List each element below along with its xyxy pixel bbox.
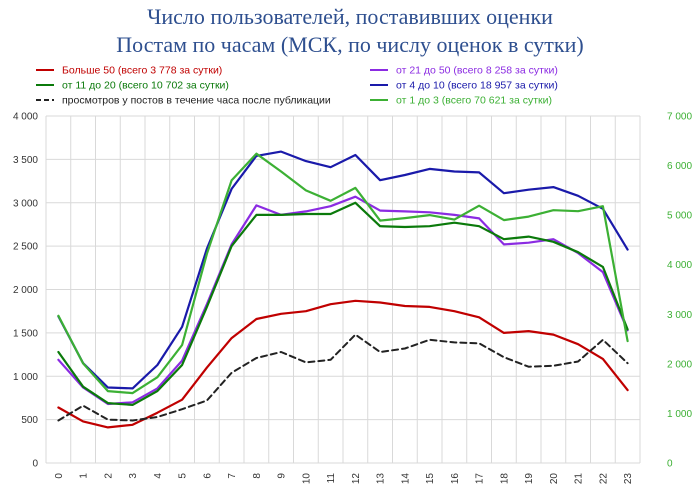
series-lines <box>57 150 629 429</box>
y-left-tick-label: 2 000 <box>13 285 38 296</box>
grid-lines <box>45 115 641 464</box>
x-tick-label: 6 <box>202 473 213 479</box>
x-tick-label: 11 <box>326 473 337 484</box>
series-line-2 <box>57 201 629 406</box>
x-tick-label: 4 <box>153 473 164 479</box>
y-left-tick-label: 500 <box>21 415 38 426</box>
series-line-1 <box>57 195 629 406</box>
y-left-tick-label: 2 500 <box>13 242 38 253</box>
y-right-tick-label: 7 000 <box>667 112 692 123</box>
legend-label: Больше 50 (всего 3 778 за сутки) <box>62 65 222 77</box>
y-left-tick-label: 3 500 <box>13 155 38 166</box>
series-line-0 <box>57 299 629 429</box>
x-tick-label: 9 <box>277 473 288 479</box>
x-tick-label: 13 <box>376 473 387 485</box>
y-left-tick-label: 0 <box>32 459 38 470</box>
legend-label: от 4 до 10 (всего 18 957 за сутки) <box>396 80 558 92</box>
y-left-tick-label: 1 500 <box>13 328 38 339</box>
x-tick-label: 17 <box>475 473 486 485</box>
y-right-tick-label: 1 000 <box>667 409 692 420</box>
y-left-tick-label: 4 000 <box>13 112 38 123</box>
x-tick-label: 10 <box>301 473 312 485</box>
legend-label: от 11 до 20 (всего 10 702 за сутки) <box>62 80 229 92</box>
x-tick-label: 23 <box>623 473 634 485</box>
y-right-tick-label: 4 000 <box>667 260 692 271</box>
series-line-5 <box>57 333 629 422</box>
x-tick-label: 1 <box>79 473 90 479</box>
series-line-4 <box>57 152 629 395</box>
y-right-tick-label: 6 000 <box>667 161 692 172</box>
series-line-3 <box>57 150 629 390</box>
y-left-tick-label: 1 000 <box>13 372 38 383</box>
x-tick-label: 20 <box>549 473 560 485</box>
x-tick-label: 2 <box>103 473 114 479</box>
x-tick-label: 14 <box>400 473 411 485</box>
x-tick-label: 8 <box>252 473 263 479</box>
x-tick-label: 12 <box>351 473 362 485</box>
x-tick-label: 15 <box>425 473 436 485</box>
y-right-tick-label: 5 000 <box>667 211 692 222</box>
x-tick-label: 19 <box>524 473 535 485</box>
x-tick-label: 18 <box>499 473 510 485</box>
legend: Больше 50 (всего 3 778 за сутки) от 11 до… <box>36 65 558 107</box>
x-tick-label: 16 <box>450 473 461 485</box>
chart-subtitle: Постам по часам (МСК, по числу оценок в … <box>116 32 583 57</box>
legend-label: от 21 до 50 (всего 8 258 за сутки) <box>396 65 558 77</box>
x-tick-label: 22 <box>598 473 609 485</box>
legend-label: от 1 до 3 (всего 70 621 за сутки) <box>396 95 552 107</box>
y-right-tick-label: 3 000 <box>667 310 692 321</box>
y-right-tick-label: 0 <box>667 459 673 470</box>
axes: 0 500 1 000 1 500 2 000 2 500 3 000 3 500 4 000 0… <box>13 112 692 485</box>
x-tick-label: 0 <box>54 473 65 479</box>
x-tick-label: 7 <box>227 473 238 479</box>
x-tick-label: 21 <box>574 473 585 485</box>
x-tick-label: 3 <box>128 473 139 479</box>
y-left-tick-label: 3 000 <box>13 198 38 209</box>
legend-label: просмотров у постов в течение часа после… <box>62 95 331 107</box>
y-right-tick-label: 2 000 <box>667 359 692 370</box>
chart-title: Число пользователей, поставивших оценки <box>147 4 553 29</box>
x-tick-label: 5 <box>178 473 189 479</box>
